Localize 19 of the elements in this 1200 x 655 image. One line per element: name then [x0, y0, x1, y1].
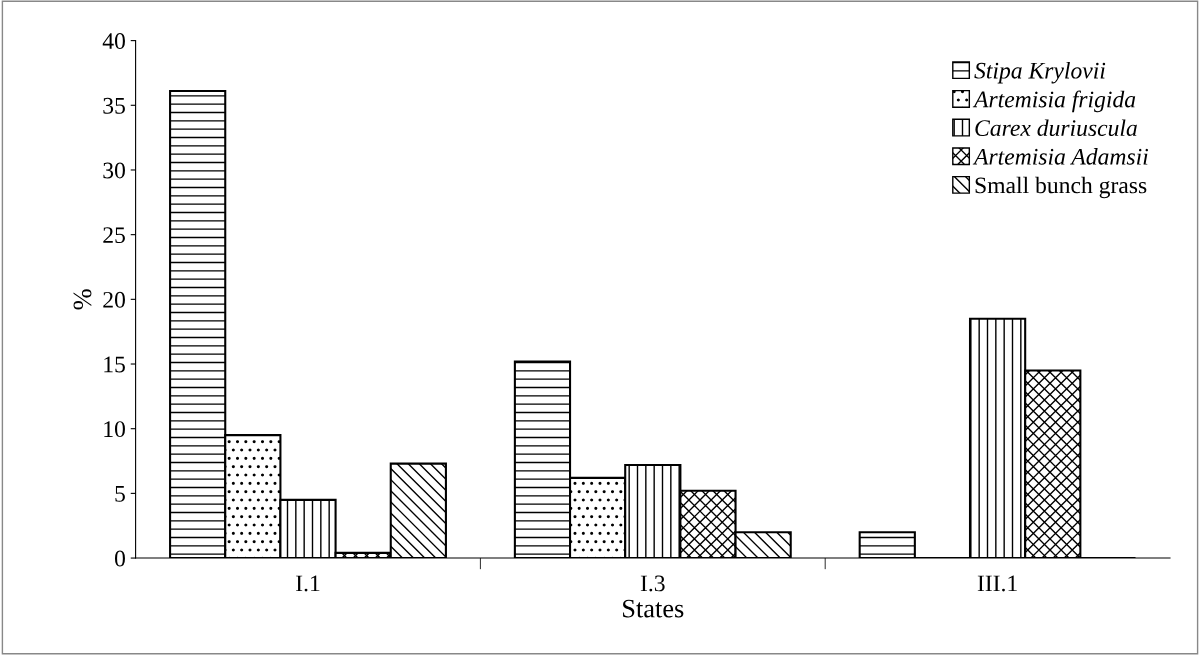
y-tick-label: 25: [103, 227, 125, 244]
legend-label: Artemisia Adamsii: [972, 148, 1149, 165]
x-axis-title: States: [623, 599, 684, 618]
x-tick-label: I.3: [640, 575, 665, 592]
y-tick-label: 35: [103, 97, 125, 114]
y-tick-label: 10: [104, 421, 125, 438]
legend-label: Carex duriuscula: [975, 119, 1137, 137]
y-tick-label: 15: [104, 356, 125, 373]
y-axis-title: %: [73, 289, 92, 310]
y-tick-label: 30: [103, 162, 125, 179]
y-tick-label: 40: [102, 33, 125, 50]
y-tick-label: 0: [114, 550, 125, 567]
legend-label: Stipa Krylovii: [974, 62, 1106, 84]
y-tick-label: 5: [115, 486, 125, 502]
legend-label: Artemisia frigida: [972, 90, 1136, 113]
x-tick-label: III.1: [977, 575, 1017, 592]
y-tick-label: 20: [103, 291, 125, 308]
x-tick-label: I.1: [296, 575, 320, 592]
legend-label: Small bunch grass: [975, 176, 1147, 199]
